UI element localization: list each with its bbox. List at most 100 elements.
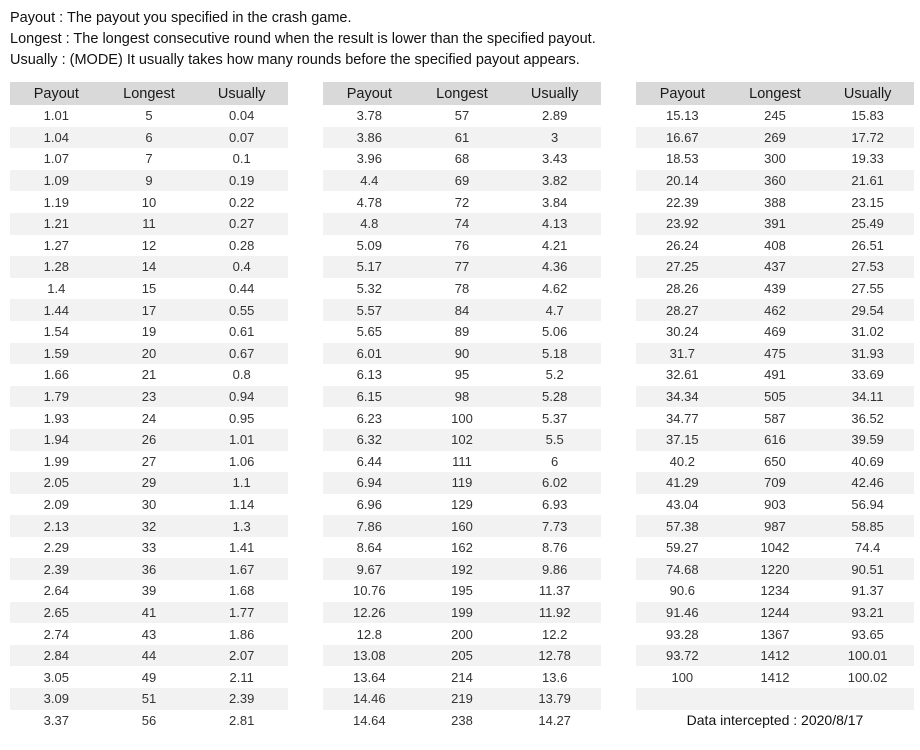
cell-payout: 74.68: [666, 561, 699, 577]
cell-usually: 34.11: [851, 389, 884, 405]
description-line-longest: Longest : The longest consecutive round …: [10, 31, 596, 47]
cell-payout: 1.94: [43, 432, 69, 448]
cell-payout: 31.7: [669, 345, 695, 361]
table-row: 1.27 12 0.28: [10, 235, 288, 257]
cell-payout: 59.27: [666, 540, 699, 556]
table-row: 18.53 300 19.33: [636, 148, 914, 170]
header-row: Payout Longest Usually: [323, 82, 601, 105]
cell-payout: 40.2: [669, 453, 695, 469]
table-row: 5.17 77 4.36: [323, 256, 601, 278]
payout-table-3: Payout Longest Usually 15.13 245 15.83 16.67 26…: [636, 82, 914, 731]
cell-longest: 616: [764, 432, 786, 448]
cell-payout: 2.84: [43, 648, 69, 664]
cell-usually: 31.93: [851, 345, 884, 361]
table-row: 5.65 89 5.06: [323, 321, 601, 343]
cell-longest: 26: [141, 432, 157, 448]
table-row: 3.96 68 3.43: [323, 148, 601, 170]
table-row: 15.13 245 15.83: [636, 105, 914, 127]
table-row: 2.05 29 1.1: [10, 472, 288, 494]
table-row: 6.15 98 5.28: [323, 385, 601, 408]
cell-usually: 56.94: [851, 496, 884, 512]
cell-longest: 98: [454, 389, 470, 405]
cell-longest: 100: [451, 410, 473, 426]
cell-usually: 0.8: [232, 367, 251, 383]
cell-longest: 15: [141, 281, 157, 297]
cell-longest: 61: [454, 129, 470, 145]
column-header-payout: Payout: [10, 82, 103, 105]
header-row: Payout Longest Usually: [636, 82, 914, 105]
cell-longest: 57: [454, 108, 470, 124]
cell-payout: 1.99: [43, 453, 69, 469]
cell-payout: 2.05: [43, 475, 69, 491]
cell-longest: 84: [454, 302, 470, 318]
cell-longest: 27: [141, 453, 157, 469]
cell-payout: 6.96: [356, 496, 382, 512]
cell-longest: 39: [141, 583, 157, 599]
cell-payout: 1.27: [43, 237, 69, 253]
cell-payout: 6.01: [356, 345, 382, 361]
cell-payout: 1.54: [43, 324, 69, 340]
empty-row: [636, 688, 914, 710]
cell-usually: 3.82: [542, 173, 568, 189]
cell-usually: 5.5: [545, 432, 564, 448]
cell-usually: 17.72: [851, 129, 884, 145]
cell-payout: 5.09: [356, 237, 382, 253]
cell-payout: 37.15: [666, 432, 699, 448]
cell-usually: 0.04: [229, 108, 255, 124]
cell-usually: 91.37: [851, 583, 884, 599]
cell-payout: 6.44: [356, 453, 382, 469]
cell-longest: 23: [141, 389, 157, 405]
cell-usually: 6: [551, 453, 559, 469]
cell-payout: 5.65: [356, 324, 382, 340]
table-row: 57.38 987 58.85: [636, 515, 914, 537]
cell-longest: 408: [764, 237, 786, 253]
cell-longest: 205: [451, 648, 473, 664]
cell-payout: 41.29: [666, 475, 699, 491]
cell-usually: 2.39: [229, 691, 255, 707]
cell-usually: 1.01: [229, 432, 255, 448]
tables-container: Payout Longest Usually 1.01 5 0.04 1.04 6 0.07 1.…: [10, 82, 920, 731]
cell-payout: 32.61: [666, 367, 699, 383]
cell-payout: 2.13: [43, 518, 69, 534]
empty-cell: [636, 688, 729, 710]
table-row: 10.76 195 11.37: [323, 580, 601, 602]
cell-payout: 1.21: [43, 216, 69, 232]
cell-usually: 5.28: [542, 389, 568, 405]
table-row: 9.67 192 9.86: [323, 558, 601, 581]
cell-longest: 199: [451, 604, 473, 620]
table-row: 16.67 269 17.72: [636, 126, 914, 149]
cell-payout: 100: [671, 669, 694, 685]
cell-longest: 10: [141, 194, 157, 210]
cell-longest: 17: [141, 302, 157, 318]
cell-payout: 3.05: [43, 669, 69, 685]
cell-longest: 709: [764, 475, 786, 491]
cell-payout: 1.19: [43, 194, 69, 210]
cell-usually: 21.61: [851, 173, 884, 189]
cell-payout: 1.28: [43, 259, 69, 275]
cell-longest: 491: [764, 367, 786, 383]
cell-longest: 475: [764, 345, 786, 361]
cell-payout: 4.4: [360, 173, 379, 189]
cell-payout: 26.24: [666, 237, 699, 253]
cell-payout: 2.39: [43, 561, 69, 577]
table-row: 6.44 111 6: [323, 451, 601, 473]
cell-longest: 74: [454, 216, 470, 232]
cell-longest: 245: [764, 108, 786, 124]
table-row: 3.78 57 2.89: [323, 105, 601, 127]
table-row: 90.6 1234 91.37: [636, 580, 914, 602]
cell-usually: 23.15: [851, 194, 884, 210]
cell-payout: 2.65: [43, 604, 69, 620]
table-row: 1.66 21 0.8: [10, 364, 288, 386]
cell-payout: 1.09: [43, 173, 69, 189]
cell-usually: 93.21: [851, 604, 884, 620]
table-row: 2.39 36 1.67: [10, 558, 288, 581]
table-row: 31.7 475 31.93: [636, 342, 914, 365]
cell-longest: 192: [451, 561, 473, 577]
table-row: 40.2 650 40.69: [636, 451, 914, 473]
cell-longest: 437: [764, 259, 786, 275]
table-row: 43.04 903 56.94: [636, 494, 914, 516]
cell-longest: 1042: [760, 540, 790, 556]
cell-payout: 3.09: [43, 691, 69, 707]
cell-usually: 5.06: [542, 324, 568, 340]
cell-payout: 1.66: [43, 367, 69, 383]
